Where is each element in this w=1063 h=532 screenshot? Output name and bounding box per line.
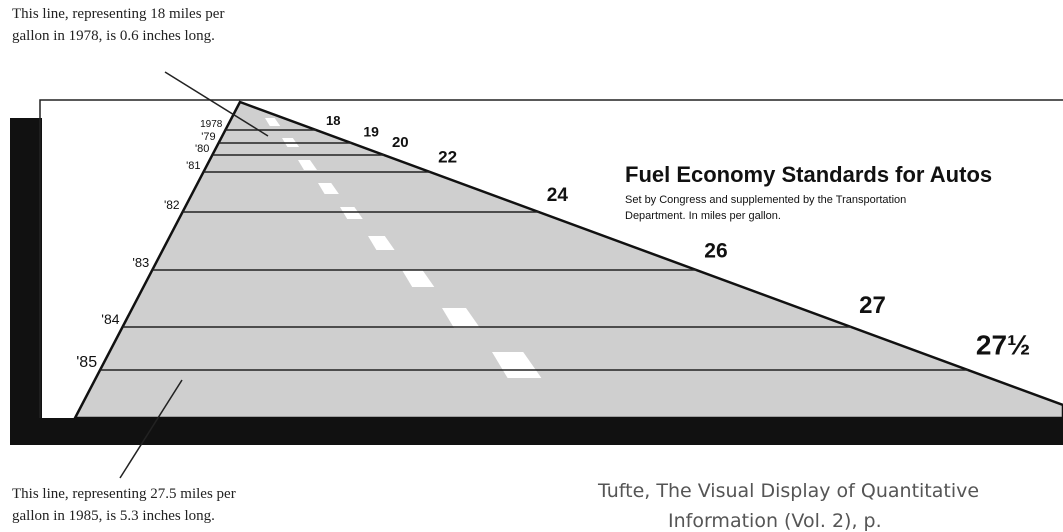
- caption: Information (Vol. 2), p.: [668, 510, 882, 532]
- year-label: '79: [201, 131, 215, 143]
- year-label: '82: [164, 198, 180, 212]
- value-label: 24: [547, 185, 569, 206]
- frame-left: [10, 118, 42, 423]
- caption: Tufte, The Visual Display of Quantitativ…: [597, 480, 979, 502]
- annotation: gallon in 1978, is 0.6 inches long.: [12, 28, 215, 44]
- chart: This line, representing 18 miles per gal…: [0, 0, 1063, 532]
- annotation: gallon in 1985, is 5.3 inches long.: [12, 508, 215, 524]
- annotation: This line, representing 18 miles per: [12, 6, 224, 22]
- subtitle-box: Set by Congress and supplemented by the …: [625, 192, 955, 232]
- value-label: 18: [326, 113, 340, 128]
- year-label: '85: [76, 354, 97, 371]
- year-label: '81: [186, 160, 200, 172]
- value-label: 26: [704, 240, 727, 263]
- value-label: 27: [859, 292, 886, 319]
- chart-subtitle: Set by Congress and supplemented by the …: [625, 192, 955, 224]
- frame-bottom: [10, 418, 1063, 445]
- chart-title: Fuel Economy Standards for Autos: [625, 162, 992, 187]
- annotation: This line, representing 27.5 miles per: [12, 486, 236, 502]
- year-label: '84: [101, 311, 119, 327]
- year-label: 1978: [200, 119, 223, 130]
- value-label: 19: [363, 124, 379, 140]
- year-label: '83: [132, 255, 149, 270]
- value-label: 27½: [976, 330, 1030, 361]
- value-label: 22: [438, 148, 457, 167]
- value-label: 20: [392, 134, 409, 151]
- year-label: '80: [195, 143, 209, 155]
